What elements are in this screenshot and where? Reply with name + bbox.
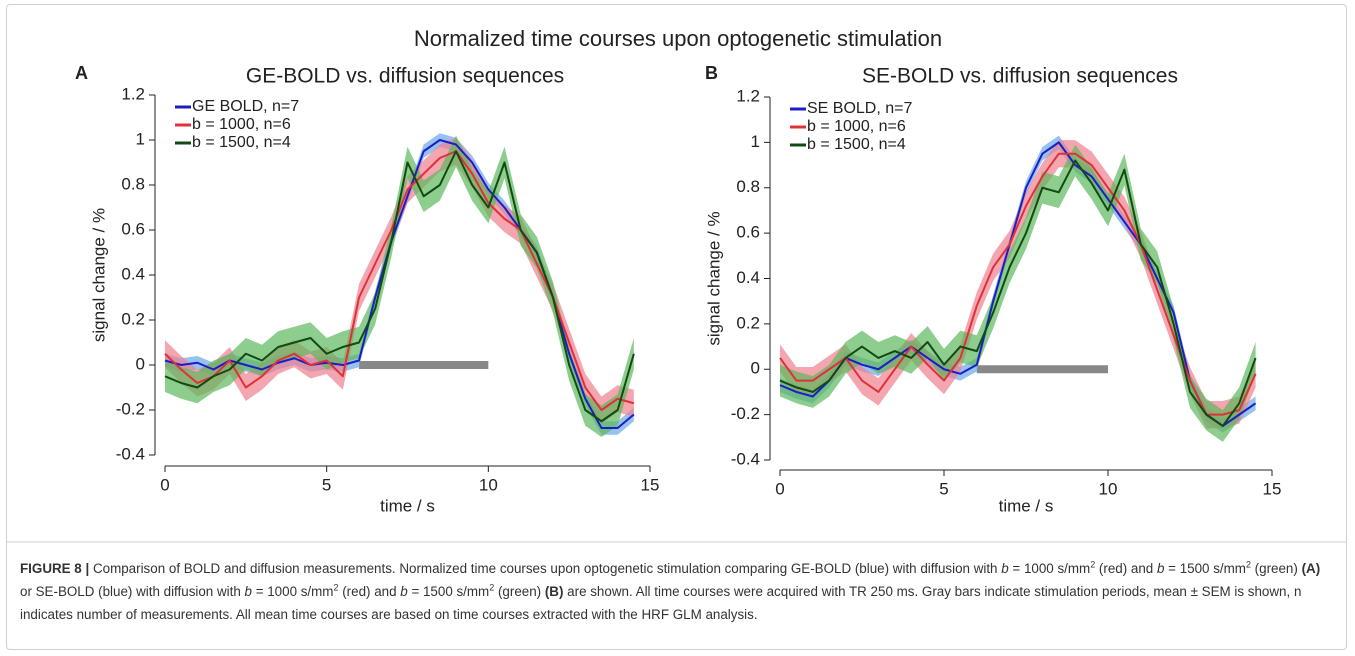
panel-title: SE-BOLD vs. diffusion sequences bbox=[862, 65, 1178, 88]
panel-label: A bbox=[75, 63, 88, 83]
caption-italic: b bbox=[400, 584, 408, 599]
x-tick-label: 5 bbox=[322, 475, 331, 494]
legend-label: b = 1000, n=6 bbox=[807, 118, 906, 135]
panel-label: B bbox=[705, 63, 718, 83]
caption-text: = 1000 s/mm bbox=[1008, 561, 1091, 576]
legend-label: b = 1500, n=4 bbox=[192, 134, 291, 151]
caption-text: (green) bbox=[1250, 561, 1302, 576]
y-axis-label: signal change / % bbox=[89, 208, 108, 342]
caption-italic: b bbox=[244, 584, 252, 599]
y-tick-label: 0.4 bbox=[736, 268, 760, 287]
caption-text: (red) and bbox=[1095, 561, 1157, 576]
caption-text: or SE-BOLD (blue) with diffusion with bbox=[20, 584, 245, 599]
figure-title: Normalized time courses upon optogenetic… bbox=[414, 26, 942, 51]
caption-sup: 2 bbox=[1090, 559, 1096, 570]
caption-bold: (B) bbox=[544, 584, 564, 599]
series-line bbox=[164, 150, 635, 423]
sem-band bbox=[780, 144, 1256, 442]
legend-label: GE BOLD, n=7 bbox=[192, 98, 299, 115]
y-tick-label: -0.2 bbox=[116, 399, 145, 418]
caption-label: FIGURE 8 | bbox=[20, 561, 90, 576]
caption-text: Comparison of BOLD and diffusion measure… bbox=[89, 561, 1002, 576]
y-tick-label: -0.4 bbox=[731, 449, 760, 468]
caption-text: = 1500 s/mm bbox=[407, 584, 490, 599]
caption-text: (red) and bbox=[338, 584, 401, 599]
y-tick-label: 0.8 bbox=[736, 177, 760, 196]
y-tick-label: 0.2 bbox=[736, 313, 760, 332]
x-tick-label: 0 bbox=[775, 479, 784, 498]
sem-band bbox=[165, 135, 634, 437]
series-line bbox=[779, 159, 1257, 427]
x-tick-label: 10 bbox=[479, 475, 498, 494]
y-tick-label: 0.2 bbox=[121, 309, 145, 328]
legend-label: b = 1500, n=4 bbox=[807, 136, 906, 153]
y-tick-label: 0 bbox=[751, 359, 760, 378]
y-tick-label: 1.2 bbox=[121, 84, 145, 103]
figure: Normalized time courses upon optogenetic… bbox=[6, 26, 1347, 543]
x-tick-label: 0 bbox=[160, 475, 169, 494]
x-tick-label: 5 bbox=[939, 479, 948, 498]
caption-sup: 2 bbox=[333, 582, 339, 593]
sem-band bbox=[780, 140, 1256, 429]
y-tick-label: 0.6 bbox=[121, 219, 145, 238]
y-tick-label: 0.4 bbox=[121, 264, 145, 283]
y-tick-label: 1 bbox=[136, 129, 145, 148]
series-line bbox=[164, 139, 635, 429]
caption-text: are shown. All time courses were acquire… bbox=[20, 584, 1302, 622]
x-tick-label: 15 bbox=[1263, 479, 1282, 498]
sem-band bbox=[165, 137, 634, 424]
caption-sup: 2 bbox=[489, 582, 495, 593]
y-tick-label: 0.8 bbox=[121, 174, 145, 193]
x-axis-label: time / s bbox=[999, 496, 1054, 515]
y-tick-label: -0.2 bbox=[731, 404, 760, 423]
y-tick-label: 0.6 bbox=[736, 223, 760, 242]
y-tick-label: -0.4 bbox=[116, 444, 145, 463]
y-tick-label: 1.2 bbox=[736, 86, 760, 105]
caption-italic: b bbox=[1156, 561, 1165, 576]
x-tick-label: 15 bbox=[641, 475, 660, 494]
series-line bbox=[779, 141, 1257, 427]
sem-band bbox=[780, 135, 1256, 433]
sem-band bbox=[165, 133, 634, 435]
y-tick-label: 1 bbox=[751, 132, 760, 151]
panel-title: GE-BOLD vs. diffusion sequences bbox=[246, 65, 564, 88]
legend-label: SE BOLD, n=7 bbox=[807, 100, 912, 117]
caption-text: = 1500 s/mm bbox=[1164, 561, 1246, 576]
caption-sup: 2 bbox=[1245, 559, 1251, 570]
caption: FIGURE 8 | Comparison of BOLD and diffus… bbox=[20, 557, 1330, 626]
caption-italic: b bbox=[1001, 561, 1009, 576]
caption-text: (green) bbox=[494, 584, 545, 599]
y-tick-label: 0 bbox=[136, 354, 145, 373]
x-tick-label: 10 bbox=[1099, 479, 1118, 498]
x-axis-label: time / s bbox=[380, 496, 435, 515]
caption-bold: (A) bbox=[1301, 561, 1321, 576]
figure-frame bbox=[6, 4, 1347, 650]
y-axis-label: signal change / % bbox=[704, 211, 723, 345]
legend-label: b = 1000, n=6 bbox=[192, 116, 291, 133]
series-line bbox=[779, 152, 1257, 416]
caption-text: = 1000 s/mm bbox=[251, 584, 334, 599]
